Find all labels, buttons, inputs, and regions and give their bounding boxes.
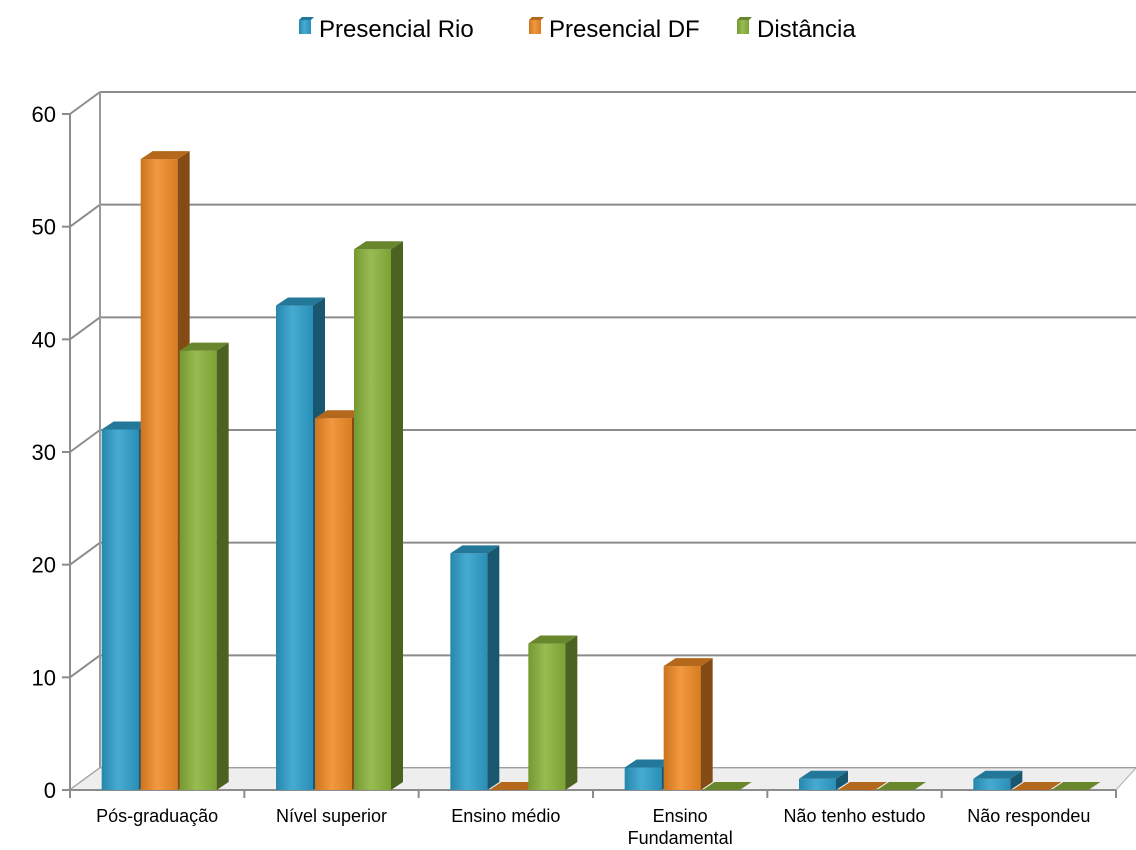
legend-swatch xyxy=(737,20,749,34)
legend-item: Presencial DF xyxy=(529,16,700,43)
gridline-side xyxy=(69,541,101,566)
bar xyxy=(1051,782,1101,791)
bar xyxy=(489,782,539,791)
bar xyxy=(528,635,578,790)
gridlines xyxy=(69,91,1136,791)
legend-item: Presencial Rio xyxy=(299,16,474,43)
bar xyxy=(838,782,887,791)
gridline-side xyxy=(69,654,101,679)
gridline-side xyxy=(69,203,101,228)
bar xyxy=(973,770,1023,790)
legend-label: Distância xyxy=(757,16,856,43)
legend-item: Distância xyxy=(737,16,856,43)
bar xyxy=(354,241,403,790)
y-tick-label: 0 xyxy=(44,778,56,803)
category-label: Nível superior xyxy=(276,806,387,826)
y-tick-label: 10 xyxy=(32,665,56,690)
y-tick-label: 50 xyxy=(32,215,56,240)
category-label: Pós-graduação xyxy=(96,806,218,826)
category-label: Não respondeu xyxy=(967,806,1090,826)
gridline-side xyxy=(69,429,101,453)
y-tick-label: 20 xyxy=(32,553,56,578)
legend-swatch xyxy=(529,20,541,34)
gridline-side xyxy=(69,91,101,115)
category-label: Não tenho estudo xyxy=(783,806,925,826)
legend-label: Presencial Rio xyxy=(319,16,474,43)
y-tick-labels: 0 10 20 30 40 50 60 xyxy=(32,102,56,803)
legend-label: Presencial DF xyxy=(549,16,700,43)
bar xyxy=(877,782,926,791)
bar xyxy=(450,545,500,790)
gridline-side xyxy=(69,316,101,341)
bar xyxy=(663,658,713,790)
category-label: Ensino médio xyxy=(451,806,560,826)
category-label: Ensino Fundamental xyxy=(628,806,733,848)
legend-swatch xyxy=(299,20,311,34)
bar xyxy=(799,770,848,790)
bar xyxy=(179,342,229,790)
bars xyxy=(101,151,1101,791)
y-tick-label: 40 xyxy=(32,327,56,352)
y-tick-label: 30 xyxy=(32,440,56,465)
bar xyxy=(702,782,752,791)
category-labels: Pós-graduação Nível superior Ensino médio E… xyxy=(96,806,1090,848)
legend: Presencial Rio Presencial DF Distância xyxy=(299,16,856,43)
bar xyxy=(1012,782,1062,791)
y-tick-label: 60 xyxy=(32,102,56,127)
